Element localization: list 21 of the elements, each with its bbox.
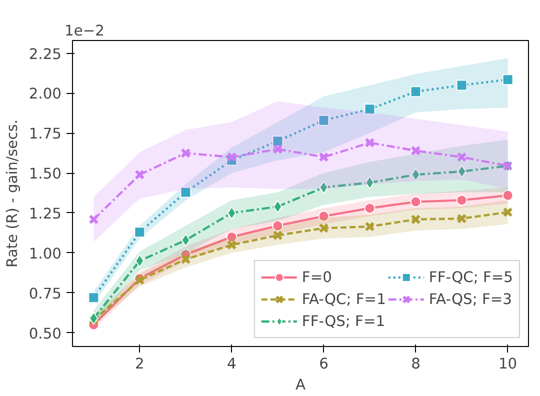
legend-label: FF-QS; F=1 [302, 312, 386, 330]
legend-label: FF-QC; F=5 [428, 268, 513, 286]
x-tick-label: 2 [135, 356, 144, 372]
y-tick-label: 1.75 [28, 126, 62, 143]
x-tick-label: 6 [319, 356, 328, 372]
y-tick-label: 0.75 [28, 285, 62, 302]
text: 1e−2 [64, 22, 104, 40]
x-tick-label: 4 [227, 356, 236, 372]
legend-label: F=0 [302, 268, 332, 286]
x-tick-label: 10 [498, 356, 518, 372]
x-axis-title: A [295, 376, 306, 394]
y-tick-label: 2.25 [28, 46, 62, 63]
y-tick-label: 2.00 [28, 86, 62, 103]
y-axis-title: Rate (R) - gain/secs. [4, 119, 21, 268]
y-tick-label: 1.25 [28, 205, 62, 222]
legend-label: FA-QS; F=3 [428, 290, 512, 308]
y-tick-label: 1.50 [28, 166, 62, 183]
x-tick-label: 8 [411, 356, 420, 372]
y-tick-label: 1.00 [28, 245, 62, 262]
y-tick-label: 0.50 [28, 325, 62, 342]
legend-label: FA-QC; F=1 [302, 290, 386, 308]
